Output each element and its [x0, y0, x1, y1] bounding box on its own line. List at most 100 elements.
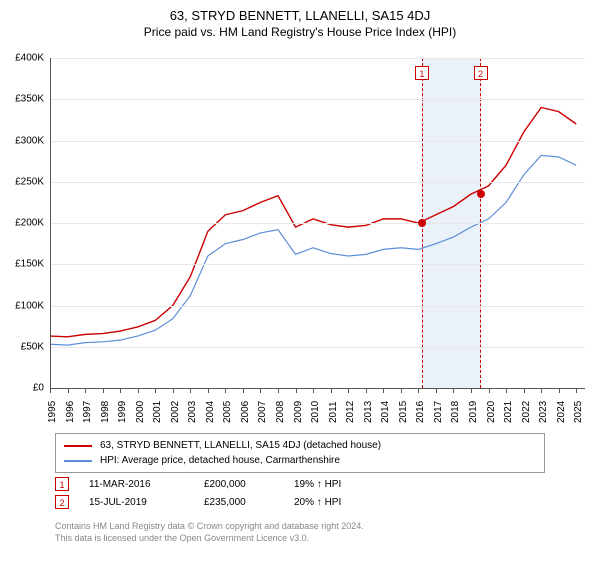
events-table: 1 11-MAR-2016 £200,000 19% ↑ HPI 2 15-JU…: [55, 475, 545, 511]
x-tick: [120, 388, 121, 393]
x-axis-label: 2022: [521, 401, 532, 423]
y-axis-label: £0: [2, 383, 44, 394]
event-date: 11-MAR-2016: [89, 479, 184, 490]
x-tick: [576, 388, 577, 393]
marker-dot: [418, 219, 426, 227]
x-tick: [524, 388, 525, 393]
x-tick: [453, 388, 454, 393]
y-axis-label: £50K: [2, 341, 44, 352]
grid-line: [50, 306, 585, 307]
y-axis-label: £100K: [2, 300, 44, 311]
x-axis-label: 2008: [275, 401, 286, 423]
x-axis-label: 2010: [310, 401, 321, 423]
event-row: 1 11-MAR-2016 £200,000 19% ↑ HPI: [55, 475, 545, 493]
x-tick: [190, 388, 191, 393]
x-tick: [278, 388, 279, 393]
x-axis-label: 2023: [538, 401, 549, 423]
x-axis-label: 1995: [47, 401, 58, 423]
event-marker-badge: 2: [474, 66, 488, 80]
x-tick: [138, 388, 139, 393]
x-tick: [225, 388, 226, 393]
x-axis-label: 2001: [152, 401, 163, 423]
x-tick: [313, 388, 314, 393]
y-axis: [50, 58, 51, 388]
chart-title: 63, STRYD BENNETT, LLANELLI, SA15 4DJ: [0, 8, 600, 23]
footer-attribution: Contains HM Land Registry data © Crown c…: [55, 520, 364, 544]
x-axis-label: 2019: [468, 401, 479, 423]
x-axis-label: 2012: [345, 401, 356, 423]
x-tick: [68, 388, 69, 393]
x-tick: [506, 388, 507, 393]
event-row: 2 15-JUL-2019 £235,000 20% ↑ HPI: [55, 493, 545, 511]
x-tick: [401, 388, 402, 393]
x-tick: [243, 388, 244, 393]
x-axis-label: 2015: [398, 401, 409, 423]
y-axis-label: £250K: [2, 176, 44, 187]
x-tick: [103, 388, 104, 393]
event-price: £235,000: [204, 497, 274, 508]
x-axis-label: 2009: [293, 401, 304, 423]
x-axis-label: 2018: [450, 401, 461, 423]
x-tick: [489, 388, 490, 393]
grid-line: [50, 141, 585, 142]
x-tick: [559, 388, 560, 393]
x-tick: [50, 388, 51, 393]
footer-line: This data is licensed under the Open Gov…: [55, 532, 364, 544]
x-tick: [471, 388, 472, 393]
chart-subtitle: Price paid vs. HM Land Registry's House …: [0, 25, 600, 39]
x-axis-label: 2003: [187, 401, 198, 423]
event-marker-badge: 1: [415, 66, 429, 80]
event-badge: 2: [55, 495, 69, 509]
x-axis-label: 2005: [222, 401, 233, 423]
x-axis-label: 2011: [328, 401, 339, 423]
x-axis-label: 2017: [433, 401, 444, 423]
y-axis-label: £150K: [2, 259, 44, 270]
grid-line: [50, 182, 585, 183]
x-tick: [366, 388, 367, 393]
grid-line: [50, 99, 585, 100]
marker-dot: [477, 190, 485, 198]
x-tick: [260, 388, 261, 393]
x-tick: [541, 388, 542, 393]
x-axis-label: 2000: [135, 401, 146, 423]
y-axis-label: £400K: [2, 53, 44, 64]
x-axis-label: 2024: [556, 401, 567, 423]
x-axis-label: 2007: [257, 401, 268, 423]
event-delta: 19% ↑ HPI: [294, 479, 341, 490]
x-axis-label: 2021: [503, 401, 514, 423]
legend-box: 63, STRYD BENNETT, LLANELLI, SA15 4DJ (d…: [55, 433, 545, 473]
x-axis-label: 2006: [240, 401, 251, 423]
x-tick: [173, 388, 174, 393]
x-axis-label: 2016: [415, 401, 426, 423]
x-tick: [296, 388, 297, 393]
y-axis-label: £200K: [2, 218, 44, 229]
legend-swatch: [64, 445, 92, 447]
event-price: £200,000: [204, 479, 274, 490]
x-tick: [155, 388, 156, 393]
plot-area: £0£50K£100K£150K£200K£250K£300K£350K£400…: [50, 58, 585, 388]
event-badge: 1: [55, 477, 69, 491]
x-axis-label: 2002: [170, 401, 181, 423]
legend-swatch: [64, 460, 92, 462]
x-axis-label: 1996: [65, 401, 76, 423]
x-tick: [85, 388, 86, 393]
x-tick: [418, 388, 419, 393]
legend-item: 63, STRYD BENNETT, LLANELLI, SA15 4DJ (d…: [64, 438, 536, 453]
legend-label: 63, STRYD BENNETT, LLANELLI, SA15 4DJ (d…: [100, 438, 381, 453]
x-axis-label: 2004: [205, 401, 216, 423]
grid-line: [50, 58, 585, 59]
y-axis-label: £300K: [2, 135, 44, 146]
x-tick: [436, 388, 437, 393]
x-tick: [383, 388, 384, 393]
event-date: 15-JUL-2019: [89, 497, 184, 508]
grid-line: [50, 223, 585, 224]
series-hpi: [50, 155, 576, 345]
x-tick: [348, 388, 349, 393]
x-axis-label: 2014: [380, 401, 391, 423]
y-axis-label: £350K: [2, 94, 44, 105]
x-axis-label: 1999: [117, 401, 128, 423]
x-tick: [208, 388, 209, 393]
x-axis-label: 1997: [82, 401, 93, 423]
legend-label: HPI: Average price, detached house, Carm…: [100, 453, 340, 468]
x-tick: [331, 388, 332, 393]
